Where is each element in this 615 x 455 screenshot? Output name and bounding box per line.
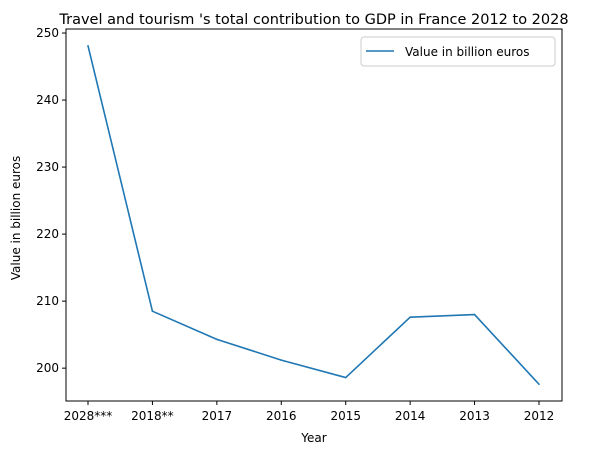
- data-point: [473, 313, 476, 316]
- x-tick-label: 2015: [330, 409, 361, 423]
- y-tick-label: 210: [36, 294, 59, 308]
- series-line: [87, 45, 540, 385]
- data-point: [151, 310, 154, 312]
- y-tick-label: 250: [36, 26, 59, 40]
- legend-box: [360, 36, 556, 67]
- y-tick-label: 230: [36, 160, 59, 174]
- x-tick-label: 2012: [524, 409, 555, 423]
- x-axis-label: Year: [300, 431, 326, 445]
- data-point: [216, 338, 218, 341]
- y-tick-label: 200: [36, 361, 59, 375]
- y-axis-label: Value in billion euros: [9, 156, 23, 281]
- x-axis: 2028*** 2018** 2017 2016 2015 2014 2013 2012: [64, 401, 555, 423]
- x-tick-label: 2016: [266, 409, 297, 423]
- x-tick-label: 2018**: [131, 409, 174, 423]
- x-tick-label: 2013: [459, 409, 490, 423]
- x-tick-label: 2014: [395, 409, 426, 423]
- plot-area: [65, 28, 563, 402]
- data-point: [344, 376, 347, 379]
- y-axis: 200 210 220 230 240 250: [36, 26, 66, 375]
- legend-label: Value in billion euros: [405, 45, 530, 59]
- y-tick-label: 220: [36, 227, 59, 241]
- legend: Value in billion euros: [360, 36, 556, 67]
- series-lines: [87, 44, 540, 386]
- x-tick-label: 2028***: [64, 409, 113, 423]
- data-point: [409, 316, 411, 319]
- data-point: [280, 359, 283, 361]
- x-tick-label: 2017: [202, 409, 233, 423]
- data-point: [538, 383, 540, 386]
- chart-title: Travel and tourism 's total contribution…: [58, 12, 568, 28]
- y-tick-label: 240: [36, 93, 59, 107]
- data-point: [87, 44, 89, 47]
